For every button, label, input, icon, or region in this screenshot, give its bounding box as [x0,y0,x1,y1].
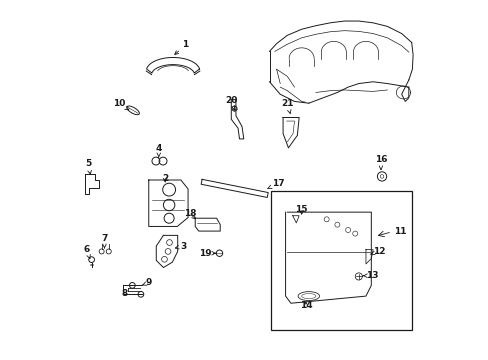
Text: 3: 3 [175,242,186,251]
Text: 2: 2 [162,175,168,184]
Text: 18: 18 [183,210,196,219]
Text: 4: 4 [155,144,162,157]
Text: 21: 21 [281,99,293,113]
Text: 9: 9 [142,278,152,287]
Text: 10: 10 [113,99,128,110]
Text: 13: 13 [363,271,378,280]
Text: 8: 8 [122,289,128,298]
Text: 5: 5 [85,159,91,174]
Text: 7: 7 [101,234,107,248]
Text: 19: 19 [199,249,215,258]
Text: 6: 6 [83,245,90,258]
Text: 17: 17 [267,179,284,189]
Text: 12: 12 [370,247,385,256]
Text: 16: 16 [374,156,386,170]
Bar [271,191,411,330]
Text: 11: 11 [393,227,406,236]
Text: 15: 15 [295,205,307,214]
Text: 14: 14 [299,301,312,310]
Text: 1: 1 [174,40,188,54]
Text: 20: 20 [224,96,237,109]
